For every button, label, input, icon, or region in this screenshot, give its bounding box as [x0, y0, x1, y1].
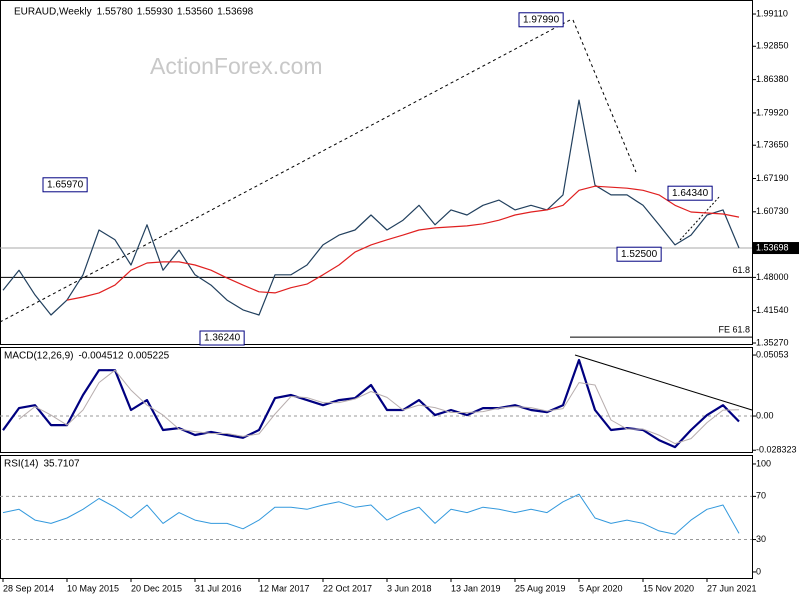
y-tick-label: 100 — [756, 458, 771, 468]
y-tick-label: 0 — [756, 566, 761, 576]
header-value: 1.53698 — [217, 7, 254, 18]
series-line — [66, 185, 740, 301]
y-tick-label: 70 — [756, 491, 766, 501]
rsi-panel — [0, 455, 753, 579]
x-tick-label: 22 Oct 2017 — [323, 583, 372, 593]
x-tick-label: 28 Sep 2014 — [3, 583, 54, 593]
y-tick-label: 1.48000 — [756, 272, 789, 282]
header-value: 35.7107 — [43, 459, 80, 470]
y-tick-label: 1.73650 — [756, 140, 789, 150]
series-line — [18, 369, 740, 445]
y-tick-label: 1.60730 — [756, 206, 789, 216]
series-line — [2, 493, 740, 535]
series-line — [2, 358, 740, 449]
panel-title: RSI(14) — [4, 459, 38, 470]
y-tick-label: 30 — [756, 534, 766, 544]
header-value: 0.005225 — [128, 351, 170, 362]
y-tick-label: 0.00 — [756, 410, 774, 420]
header-value: 1.55930 — [137, 7, 174, 18]
y-tick-label: 1.35270 — [756, 337, 789, 347]
annotation-box — [42, 177, 88, 193]
annotation-box — [667, 185, 713, 201]
macd-trendline — [574, 354, 753, 411]
annotation-box — [616, 246, 662, 262]
annotation-box — [199, 330, 245, 346]
header-value: -0.004512 — [78, 351, 123, 362]
x-tick-label: 12 Mar 2017 — [259, 583, 310, 593]
y-tick-label: 1.67190 — [756, 173, 789, 183]
panel-title: EURAUD,Weekly — [14, 7, 92, 18]
series-line — [2, 99, 740, 316]
y-tick-label: 1.99110 — [756, 8, 788, 18]
price-panel — [0, 0, 753, 345]
annotation-label: 1.52500 — [621, 249, 658, 260]
x-tick-label: 15 Nov 2020 — [643, 583, 694, 593]
panel-title: MACD(12,26,9) — [4, 351, 73, 362]
annotation-label: 1.65970 — [47, 179, 84, 190]
y-tick-label: 1.92850 — [756, 41, 789, 51]
header-value: 1.55780 — [97, 7, 134, 18]
annotation-box — [518, 12, 564, 28]
annotation-label: 1.64340 — [672, 188, 709, 199]
x-tick-label: 20 Dec 2015 — [131, 583, 182, 593]
y-tick-label: 0.05053 — [756, 349, 789, 359]
annotation-label: 1.36240 — [204, 333, 241, 344]
watermark: ActionForex.com — [150, 53, 323, 79]
trendline — [679, 195, 721, 241]
x-tick-label: 3 Jun 2018 — [387, 583, 432, 593]
y-tick-label: 1.79920 — [756, 107, 789, 117]
y-tick-label: 1.41540 — [756, 305, 789, 315]
level-label: 61.8 — [732, 265, 750, 275]
last-price-box — [753, 242, 799, 255]
level-label: FE 61.8 — [718, 325, 750, 335]
last-price-label: 1.53698 — [756, 242, 789, 252]
x-tick-label: 13 Jan 2019 — [451, 583, 501, 593]
x-tick-label: 5 Apr 2020 — [579, 583, 623, 593]
x-tick-label: 27 Jun 2021 — [707, 583, 757, 593]
y-tick-label: 1.86380 — [756, 74, 789, 84]
y-tick-label: -0.028323 — [756, 445, 797, 455]
annotation-label: 1.97990 — [523, 14, 560, 25]
macd-panel — [0, 347, 753, 453]
x-tick-label: 25 Aug 2019 — [515, 583, 566, 593]
header-value: 1.53560 — [177, 7, 214, 18]
x-tick-label: 31 Jul 2016 — [195, 583, 242, 593]
x-tick-label: 10 May 2015 — [67, 583, 119, 593]
